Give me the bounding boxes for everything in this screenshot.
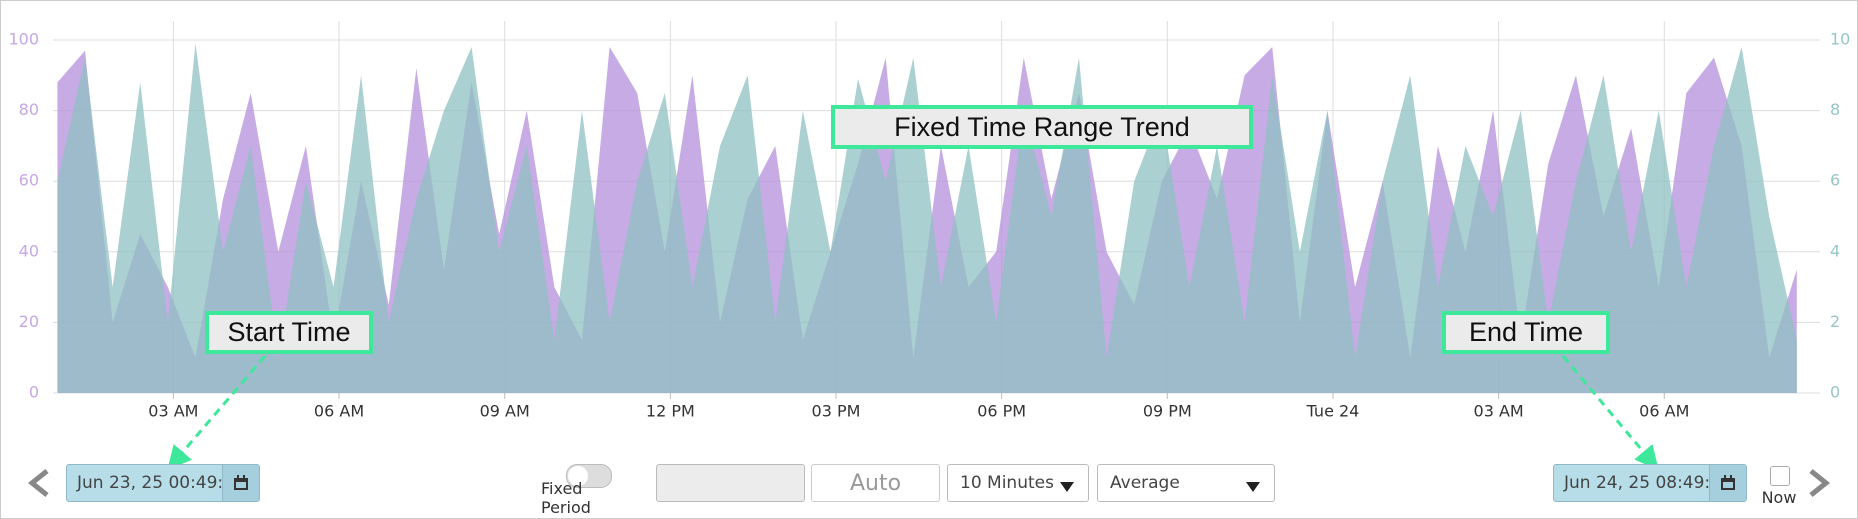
y2-tick-label: 2 <box>1830 312 1840 331</box>
aggregation-select[interactable]: Average <box>1097 464 1275 502</box>
y2-tick-label: 8 <box>1830 100 1840 119</box>
end-time-annotation: End Time <box>1442 311 1610 354</box>
x-tick-label: 06 AM <box>314 402 364 421</box>
y2-tick-label: 6 <box>1830 171 1840 190</box>
now-label: Now <box>1761 487 1797 507</box>
y-tick-label: 80 <box>19 100 39 119</box>
aggregation: Average <box>1110 473 1180 493</box>
prev-arrow <box>27 469 49 497</box>
x-tick-label: Tue 24 <box>1306 402 1360 421</box>
start-time-annotation: Start Time <box>205 311 373 354</box>
y-tick-label: 40 <box>19 241 39 260</box>
y2-tick-label: 4 <box>1830 241 1840 260</box>
chart-title-annotation: Fixed Time Range Trend <box>831 105 1253 149</box>
fixed-period-toggle[interactable] <box>566 464 612 488</box>
calendar-button[interactable] <box>1709 465 1746 501</box>
y-tick-label: 0 <box>29 383 39 402</box>
y2-tick-label: 10 <box>1830 30 1850 49</box>
calendar-button[interactable] <box>222 465 259 501</box>
x-tick-label: 09 AM <box>480 402 530 421</box>
x-tick-label: 03 AM <box>1474 402 1524 421</box>
fixed-period-label: Fixed Period <box>541 479 591 517</box>
y-tick-label: 60 <box>19 171 39 190</box>
x-tick-label: 06 PM <box>977 402 1026 421</box>
y2-tick-label: 0 <box>1830 383 1840 402</box>
area-series <box>57 43 1797 393</box>
auto-button[interactable]: Auto <box>811 464 940 502</box>
x-tick-label: 09 PM <box>1143 402 1192 421</box>
x-tick-label: 06 AM <box>1639 402 1689 421</box>
x-tick-label: 03 AM <box>148 402 198 421</box>
y-tick-label: 20 <box>19 312 39 331</box>
next-arrow <box>1809 469 1831 497</box>
interval-select[interactable]: 10 Minutes <box>947 464 1089 502</box>
start-time-input[interactable]: Jun 23, 25 00:49:11 <box>66 464 260 502</box>
x-tick-label: 03 PM <box>812 402 861 421</box>
now-checkbox[interactable] <box>1770 466 1790 486</box>
trend-chart: 0 20 40 60 80 100 0 2 4 6 8 10 03 AM 06 AM 09 AM 12 PM 0… <box>8 21 1850 421</box>
y-tick-label: 100 <box>8 30 39 49</box>
end-time-input[interactable]: Jun 24, 25 08:49:11 <box>1553 464 1747 502</box>
start-time: Jun 23, 25 00:49:11 <box>77 473 245 493</box>
period-input[interactable] <box>656 464 805 502</box>
interval: 10 Minutes <box>960 473 1054 493</box>
x-tick-label: 12 PM <box>646 402 695 421</box>
end-time: Jun 24, 25 08:49:11 <box>1564 473 1732 493</box>
